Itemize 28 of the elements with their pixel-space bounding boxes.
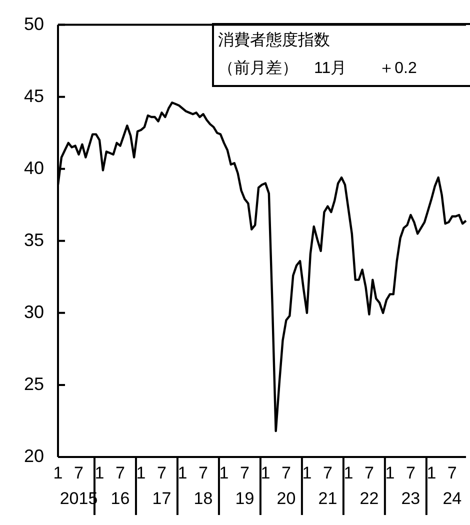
annotation: （前月差） 11月 ＋0.2: [218, 59, 418, 79]
y-tick-label: 40: [24, 158, 44, 178]
x-tick-label: 7 22: [360, 463, 379, 508]
y-tick-label: 30: [24, 302, 44, 322]
x-tick-label: 7 20: [276, 463, 296, 508]
x-tick-label: 7 23: [401, 463, 420, 508]
x-tick-label: 1: [260, 463, 270, 482]
y-tick-label: 50: [24, 14, 44, 34]
x-tick-label: 1: [94, 463, 104, 482]
y-tick-label: 35: [24, 230, 44, 250]
x-tick-label: 1: [219, 463, 229, 482]
x-tick-label: 7 18: [194, 463, 213, 508]
x-tick-label: 7 16: [110, 463, 130, 508]
x-tick-label: 7 21: [318, 463, 338, 508]
x-tick-label: 1: [136, 463, 146, 482]
x-tick-label: 1: [302, 463, 312, 482]
x-tick-label: 7 19: [235, 463, 254, 508]
x-tick-label: 1: [344, 463, 354, 482]
x-tick-label: 1: [426, 463, 436, 482]
x-tick-label: 1: [385, 463, 395, 482]
y-tick-label: 45: [24, 86, 44, 106]
y-tick-label: 20: [24, 446, 44, 466]
x-tick-label: 1: [53, 463, 63, 482]
x-tick-label: 7 17: [152, 463, 172, 508]
y-tick-label: 25: [24, 374, 44, 394]
chart-title: 消費者態度指数: [218, 30, 331, 51]
x-tick-label: 7 24: [442, 463, 462, 508]
x-tick-label: 1: [178, 463, 188, 482]
